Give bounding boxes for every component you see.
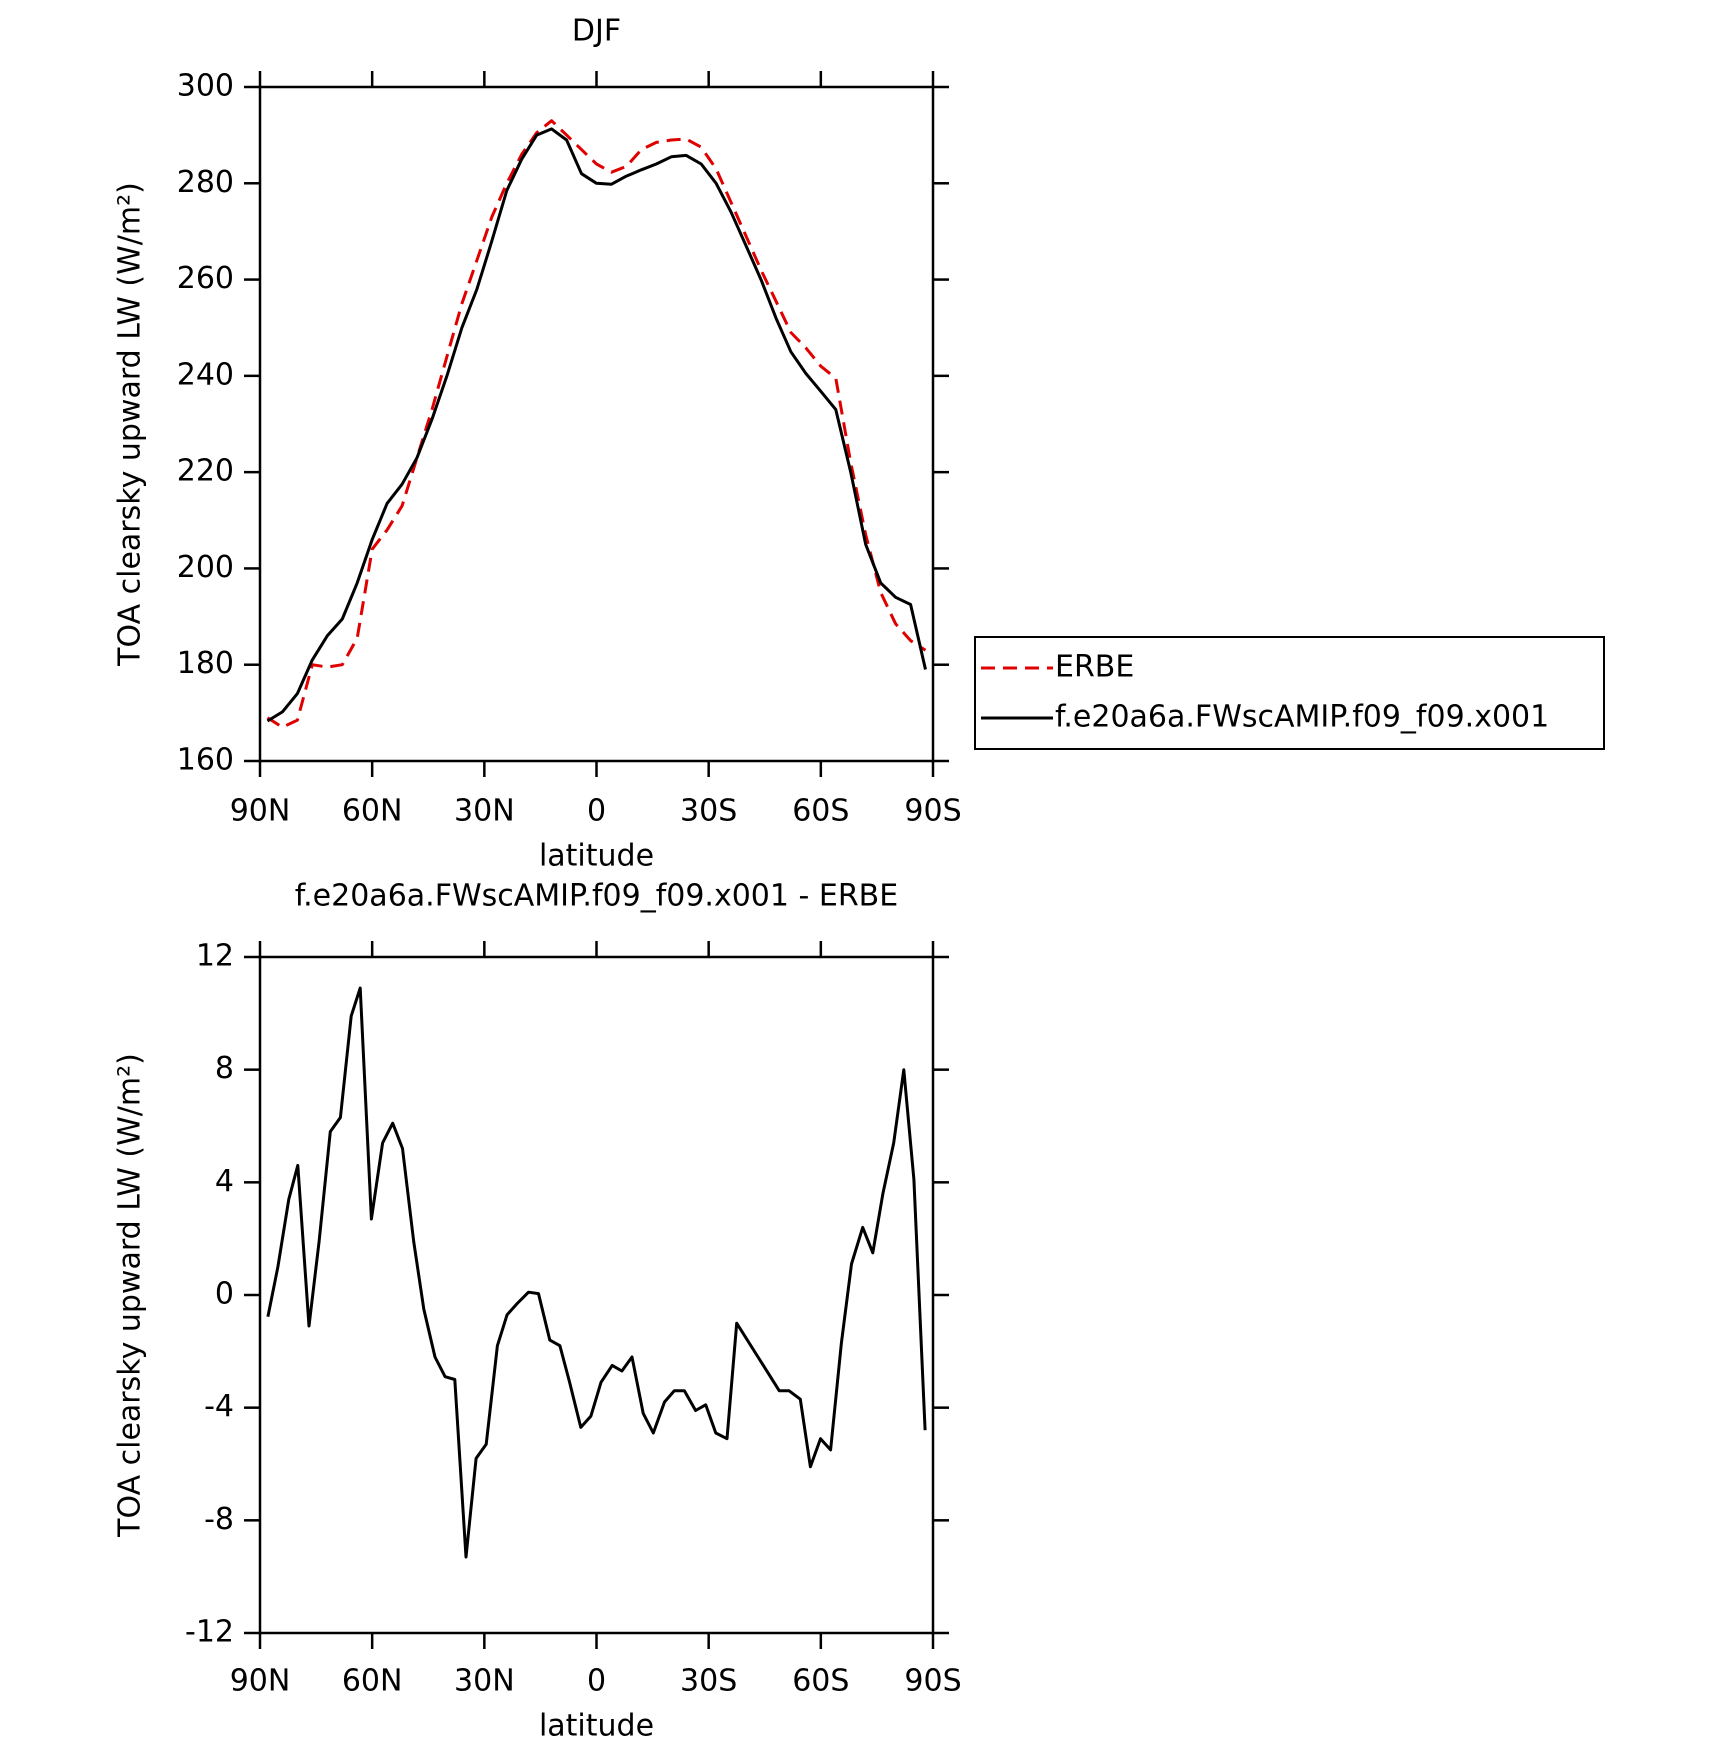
y-tick-label: 200 <box>177 550 234 585</box>
y-tick-label: 300 <box>177 69 234 104</box>
data-line <box>266 986 927 1559</box>
y-tick-label: 8 <box>215 1051 234 1086</box>
x-tick-label: 30N <box>454 1664 515 1699</box>
x-tick-label: 30S <box>680 794 737 829</box>
x-tick-label: 60S <box>792 1664 849 1699</box>
plot-frame <box>258 85 935 763</box>
y-tick-label: 180 <box>177 646 234 681</box>
y-tick-label: -4 <box>204 1389 234 1424</box>
chart-title: DJF <box>572 14 621 49</box>
data-line <box>266 127 927 723</box>
x-tick-label: 90S <box>904 794 961 829</box>
x-tick-label: 30S <box>680 1664 737 1699</box>
x-axis-label: latitude <box>539 1709 654 1744</box>
y-tick-label: 220 <box>177 454 234 489</box>
x-tick-label: 90N <box>230 1664 291 1699</box>
y-axis-label: TOA clearsky upward LW (W/m²) <box>113 1053 148 1538</box>
y-tick-label: 4 <box>215 1164 234 1199</box>
legend-box <box>974 636 1605 750</box>
x-axis-label: latitude <box>539 839 654 874</box>
x-tick-label: 0 <box>587 794 606 829</box>
y-tick-label: 160 <box>177 743 234 778</box>
x-tick-label: 90S <box>904 1664 961 1699</box>
data-line <box>266 119 927 729</box>
x-tick-label: 60N <box>342 794 403 829</box>
x-tick-label: 30N <box>454 794 515 829</box>
x-tick-label: 0 <box>587 1664 606 1699</box>
plot-frame <box>258 955 935 1635</box>
x-tick-label: 90N <box>230 794 291 829</box>
y-tick-label: -8 <box>204 1502 234 1537</box>
x-tick-label: 60S <box>792 794 849 829</box>
y-tick-label: 0 <box>215 1277 234 1312</box>
y-tick-label: 240 <box>177 357 234 392</box>
y-tick-label: 12 <box>196 939 234 974</box>
y-tick-label: 260 <box>177 261 234 296</box>
y-axis-label: TOA clearsky upward LW (W/m²) <box>113 182 148 667</box>
y-tick-label: 280 <box>177 165 234 200</box>
x-tick-label: 60N <box>342 1664 403 1699</box>
y-tick-label: -12 <box>185 1615 234 1650</box>
legend-label: f.e20a6a.FWscAMIP.f09_f09.x001 <box>1055 700 1549 735</box>
chart-title: f.e20a6a.FWscAMIP.f09_f09.x001 - ERBE <box>295 879 898 914</box>
legend-label: ERBE <box>1055 650 1134 685</box>
